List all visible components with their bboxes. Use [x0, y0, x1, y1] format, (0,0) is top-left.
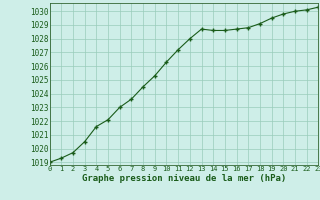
X-axis label: Graphe pression niveau de la mer (hPa): Graphe pression niveau de la mer (hPa) [82, 174, 286, 183]
